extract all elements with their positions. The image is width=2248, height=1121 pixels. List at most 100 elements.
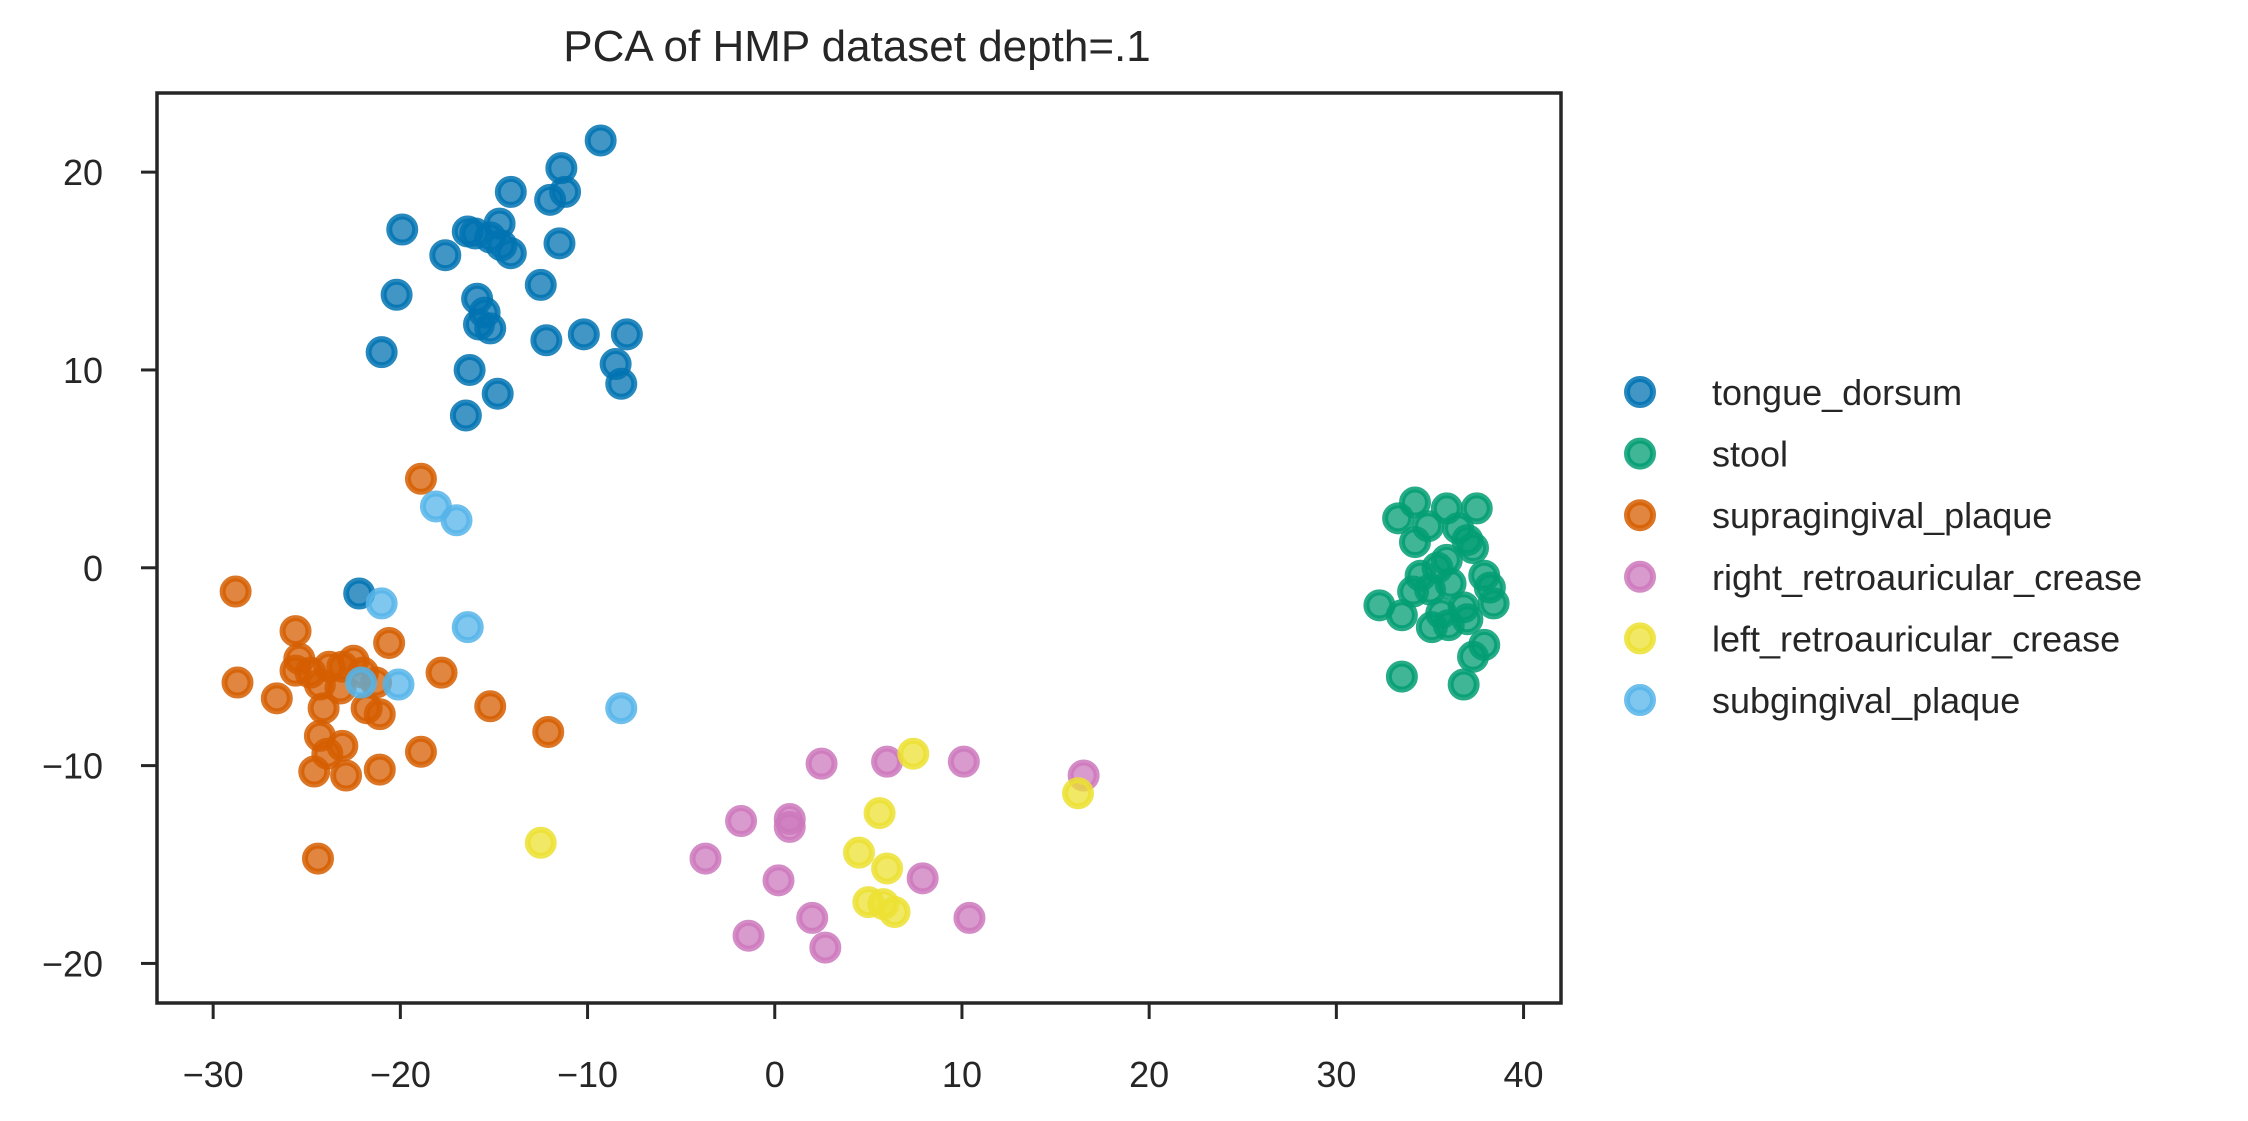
data-point (474, 690, 507, 723)
data-point (1451, 603, 1484, 636)
data-point (429, 239, 462, 272)
x-tick-label: 0 (765, 1054, 785, 1095)
data-point (584, 124, 617, 157)
data-point (805, 747, 838, 780)
legend-marker (1624, 684, 1656, 716)
y-tick-label: −10 (42, 746, 103, 787)
data-point (330, 759, 363, 792)
data-point (1457, 640, 1490, 673)
data-point (863, 797, 896, 830)
data-point (878, 896, 911, 928)
data-point (474, 312, 507, 345)
x-tick-label: 10 (942, 1054, 982, 1095)
data-point (1460, 492, 1493, 525)
legend-label: tongue_dorsum (1712, 372, 1962, 413)
data-point (897, 737, 930, 770)
data-point (404, 462, 437, 495)
x-tick-label: 20 (1129, 1054, 1169, 1095)
data-point (365, 587, 398, 620)
data-point (451, 611, 484, 644)
data-point (1062, 777, 1095, 810)
data-point (440, 504, 473, 537)
series-tongue-dorsum (343, 124, 643, 610)
x-tick-label: −20 (370, 1054, 431, 1095)
x-tick-label: −30 (183, 1054, 244, 1095)
legend-label: stool (1712, 434, 1788, 475)
data-point (605, 367, 638, 400)
data-point (871, 852, 904, 885)
data-point (725, 805, 758, 837)
data-point (1457, 532, 1490, 564)
data-point (1447, 668, 1480, 701)
data-point (1382, 502, 1415, 535)
data-point (494, 237, 527, 270)
legend-marker (1624, 622, 1656, 655)
data-point (689, 842, 722, 875)
data-point (1398, 526, 1431, 559)
data-point (1415, 611, 1448, 644)
data-point (530, 324, 563, 357)
data-point (809, 931, 842, 964)
data-point (524, 268, 557, 301)
y-tick-label: 20 (63, 152, 103, 193)
data-point (301, 842, 334, 875)
data-point (449, 399, 482, 432)
y-tick-label: 10 (63, 350, 103, 391)
axis-ticks: −30 −20 −10 0 10 20 30 40 −20 −10 0 10 20 (42, 152, 1544, 1095)
data-point (543, 227, 576, 260)
data-point (382, 668, 415, 701)
data-point (906, 862, 939, 895)
plot-points (219, 124, 1510, 964)
data-point (365, 336, 398, 369)
x-tick-label: −10 (557, 1054, 618, 1095)
chart-title: PCA of HMP dataset depth=.1 (563, 22, 1150, 71)
legend-label: subgingival_plaque (1712, 680, 2020, 721)
data-point (762, 864, 795, 897)
data-point (363, 753, 396, 786)
data-point (221, 666, 254, 699)
y-tick-label: −20 (42, 943, 103, 984)
data-point (610, 318, 643, 351)
data-point (534, 183, 567, 216)
data-point (363, 698, 396, 731)
data-point (1385, 599, 1418, 632)
data-point (524, 826, 557, 859)
data-point (947, 745, 980, 778)
x-tick-label: 30 (1316, 1054, 1356, 1095)
data-point (494, 175, 527, 208)
data-point (871, 745, 904, 778)
data-point (1385, 660, 1418, 693)
x-tick-label: 40 (1504, 1054, 1544, 1095)
data-point (773, 810, 806, 843)
data-point (605, 692, 638, 725)
data-point (953, 901, 986, 934)
data-point (260, 682, 293, 715)
data-point (386, 213, 419, 246)
legend-label: right_retroauricular_crease (1712, 557, 2142, 598)
data-point (567, 318, 600, 351)
y-tick-label: 0 (83, 548, 103, 589)
series-stool (1363, 486, 1510, 701)
legend-marker (1624, 560, 1656, 593)
legend-label: left_retroauricular_crease (1712, 618, 2120, 659)
legend-marker (1624, 437, 1656, 470)
legend-label: supragingival_plaque (1712, 495, 2052, 536)
data-point (279, 615, 312, 648)
series-subgingival-plaque (345, 490, 638, 725)
data-point (1477, 587, 1510, 620)
legend-marker (1624, 376, 1656, 408)
data-point (219, 575, 252, 608)
series-left-retroauricular-crease (524, 737, 1095, 928)
data-point (373, 626, 406, 659)
data-point (532, 715, 565, 748)
data-point (843, 836, 875, 869)
data-point (453, 353, 486, 386)
data-point (796, 901, 829, 934)
data-point (425, 656, 458, 689)
data-point (481, 377, 514, 410)
plot-frame (155, 91, 1563, 1005)
data-point (404, 735, 437, 768)
